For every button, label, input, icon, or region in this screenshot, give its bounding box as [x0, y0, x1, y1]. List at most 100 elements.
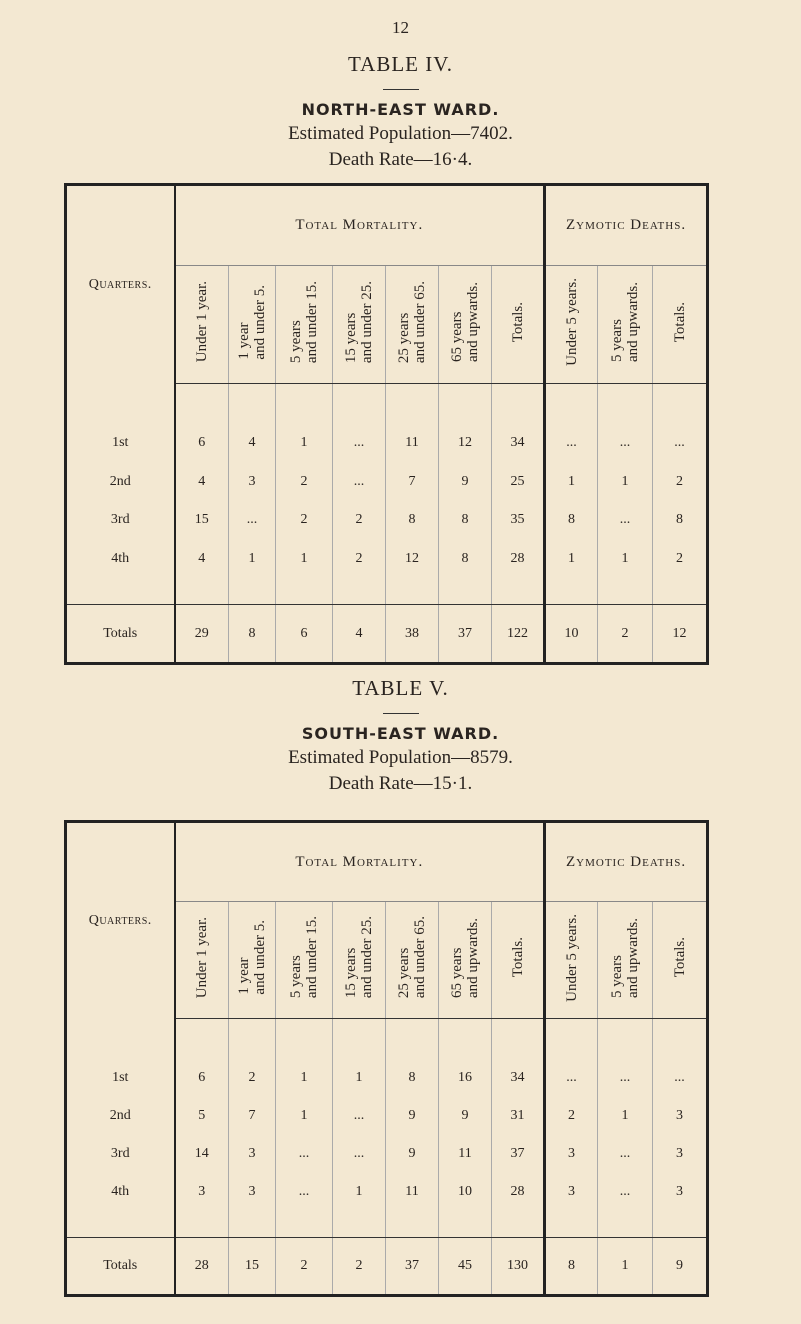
divider	[382, 89, 419, 90]
table-cell: 3	[228, 462, 276, 502]
table-cell: 28	[490, 539, 545, 579]
table-cell: 6	[174, 383, 229, 463]
column-header: 5 years and under 15.	[275, 264, 333, 385]
table-cell: 11	[438, 1135, 492, 1173]
rule-cell	[65, 1211, 176, 1238]
table-cell: 8	[652, 501, 708, 540]
table-cell: ...	[332, 383, 386, 463]
rule-cell	[490, 578, 545, 606]
table-cell: 5	[174, 1097, 229, 1135]
quarter-label: 1st	[65, 383, 176, 463]
total-mortality-header: Total Mortality.	[173, 184, 545, 266]
group-header-row: Quarters. Total Mortality. Zymotic Deaths.	[65, 184, 708, 384]
table-cell: 15	[174, 501, 229, 540]
table-cell: 3	[652, 1097, 708, 1135]
column-header: 15 years and under 25.	[332, 264, 386, 385]
zymotic-deaths-header: Zymotic Deaths.	[543, 821, 708, 902]
quarter-label: 2nd	[65, 462, 176, 502]
column-header: 5 years and upwards.	[597, 264, 653, 385]
column-header-label: 5 years and upwards.	[609, 281, 642, 362]
table-cell: 8	[385, 501, 439, 540]
table-cell: ...	[652, 1018, 708, 1097]
totals-cell: 37	[385, 1237, 439, 1296]
table-row: 1st 6 2 1 1 8 16 34.........	[65, 1018, 708, 1097]
rule-cell	[652, 578, 708, 606]
rule-cell	[275, 1211, 333, 1238]
column-header-row: Under 1 year. 1 year and under 5. 5 years …	[66, 901, 708, 1019]
column-header: 65 years and upwards.	[438, 901, 492, 1019]
table-cell: 1	[332, 1173, 386, 1211]
table-cell: 2	[543, 1097, 598, 1135]
column-header: Under 1 year.	[174, 264, 229, 385]
column-header-label: Totals.	[509, 301, 526, 343]
quarters-header: Quarters.	[65, 821, 176, 1019]
table-cell: 3	[228, 1135, 276, 1173]
column-header-label: 1 year and under 5.	[236, 284, 268, 360]
table-cell: ...	[652, 383, 708, 463]
table-row: 1st 6 4 1... 11 12 34.........	[65, 383, 708, 463]
table-cell: 11	[385, 383, 439, 463]
rule-cell	[228, 578, 276, 606]
table-row: 2nd 5 7 1... 9 9 31 2 1 3	[65, 1097, 708, 1135]
column-header-label: Totals.	[509, 937, 526, 978]
table-cell: 8	[543, 501, 598, 540]
table-cell: 1	[228, 539, 276, 579]
rule-cell	[597, 578, 653, 606]
table-iv-heading: TABLE IV. NORTH-EAST WARD. Estimated Pop…	[0, 52, 801, 171]
table-cell: ...	[332, 1135, 386, 1173]
totals-cell: 28	[174, 1237, 229, 1296]
table-title: TABLE IV.	[348, 52, 453, 76]
north-east-ward-table: Quarters. Total Mortality. Zymotic Deaths.…	[64, 183, 710, 665]
rule-cell	[275, 578, 333, 606]
totals-cell: 8	[543, 1237, 598, 1296]
rule-cell	[228, 1211, 276, 1238]
column-header: 5 years and under 15.	[275, 901, 333, 1019]
table-cell: 9	[385, 1135, 439, 1173]
table-cell: 3	[543, 1173, 598, 1211]
table-row: 3rd 15... 2 2 8 8 35 8... 8	[65, 501, 708, 540]
column-header: 65 years and upwards.	[438, 264, 492, 385]
column-header-label: Under 1 year.	[193, 916, 210, 999]
table-cell: ...	[332, 462, 386, 502]
table-cell: 2	[228, 1018, 276, 1097]
table-cell: 9	[385, 1097, 439, 1135]
table-cell: 8	[438, 501, 492, 540]
table-cell: 6	[174, 1018, 229, 1097]
table-cell: 3	[543, 1135, 598, 1173]
column-header-label: Under 1 year.	[193, 281, 210, 363]
totals-cell: 38	[385, 604, 439, 664]
table-cell: 25	[490, 462, 545, 502]
table-cell: 37	[490, 1135, 545, 1173]
table-row: 2nd 4 3 2... 7 9 25 1 1 2	[65, 462, 708, 502]
totals-row: Totals 29 8 6 4 38 37 122 10 2 12	[65, 604, 708, 664]
column-header: Totals.	[652, 264, 708, 385]
table-cell: 1	[597, 1097, 653, 1135]
totals-cell: 10	[543, 604, 598, 664]
rule-cell	[385, 578, 439, 606]
table-cell: 4	[174, 539, 229, 579]
table-cell: 9	[438, 1097, 492, 1135]
rule-cell	[438, 578, 492, 606]
table-cell: 28	[490, 1173, 545, 1211]
column-header-label: 5 years and under 15.	[288, 916, 320, 999]
south-east-ward-table: Quarters. Total Mortality. Zymotic Deaths.…	[64, 820, 710, 1297]
rule-cell	[652, 1211, 708, 1238]
column-header: 15 years and under 25.	[332, 901, 386, 1019]
rule-cell	[65, 578, 176, 606]
estimated-population: Estimated Population—7402.	[288, 123, 513, 144]
table-cell: 34	[490, 383, 545, 463]
totals-label: Totals	[65, 1237, 176, 1296]
table-cell: 1	[275, 1018, 333, 1097]
column-header: Totals.	[490, 264, 545, 385]
table-cell: 2	[275, 462, 333, 502]
column-header: 25 years and under 65.	[385, 901, 439, 1019]
quarter-label: 3rd	[65, 1135, 176, 1173]
column-header-label: 25 years and under 65.	[396, 916, 428, 999]
table-cell: 9	[438, 462, 492, 502]
death-rate: Death Rate—16·4.	[328, 149, 473, 170]
column-header-label: 65 years and upwards.	[449, 281, 481, 362]
table-cell: ...	[597, 501, 653, 540]
totals-label: Totals	[65, 604, 176, 664]
table-cell: 16	[438, 1018, 492, 1097]
column-header-row: Under 1 year. 1 year and under 5. 5 years …	[66, 264, 708, 385]
